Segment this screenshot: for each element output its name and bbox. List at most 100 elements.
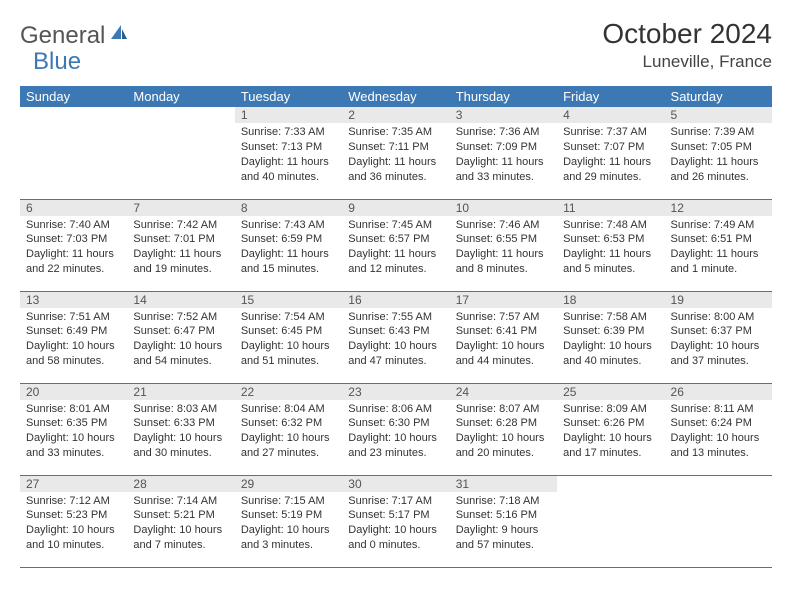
day-body: Sunrise: 7:39 AMSunset: 7:05 PMDaylight:… xyxy=(665,123,772,188)
calendar-cell: 3Sunrise: 7:36 AMSunset: 7:09 PMDaylight… xyxy=(450,107,557,199)
brand-text-b: Blue xyxy=(33,48,81,76)
calendar-cell: 13Sunrise: 7:51 AMSunset: 6:49 PMDayligh… xyxy=(20,291,127,383)
day-body: Sunrise: 8:00 AMSunset: 6:37 PMDaylight:… xyxy=(665,308,772,373)
day-number: 20 xyxy=(20,384,127,400)
day-body: Sunrise: 7:35 AMSunset: 7:11 PMDaylight:… xyxy=(342,123,449,188)
day-body: Sunrise: 7:46 AMSunset: 6:55 PMDaylight:… xyxy=(450,216,557,281)
brand-logo: General xyxy=(20,18,129,50)
day-number: 11 xyxy=(557,200,664,216)
day-body: Sunrise: 7:40 AMSunset: 7:03 PMDaylight:… xyxy=(20,216,127,281)
sail-icon xyxy=(109,22,129,50)
calendar-cell: 17Sunrise: 7:57 AMSunset: 6:41 PMDayligh… xyxy=(450,291,557,383)
day-body: Sunrise: 8:11 AMSunset: 6:24 PMDaylight:… xyxy=(665,400,772,465)
month-title: October 2024 xyxy=(602,18,772,50)
day-number: 22 xyxy=(235,384,342,400)
weekday-header: Monday xyxy=(127,86,234,107)
day-number: 7 xyxy=(127,200,234,216)
calendar-week-row: 13Sunrise: 7:51 AMSunset: 6:49 PMDayligh… xyxy=(20,291,772,383)
calendar-cell: 29Sunrise: 7:15 AMSunset: 5:19 PMDayligh… xyxy=(235,475,342,567)
day-number: 24 xyxy=(450,384,557,400)
weekday-header: Tuesday xyxy=(235,86,342,107)
day-number: 19 xyxy=(665,292,772,308)
day-number: 27 xyxy=(20,476,127,492)
calendar-cell: 4Sunrise: 7:37 AMSunset: 7:07 PMDaylight… xyxy=(557,107,664,199)
day-body: Sunrise: 7:54 AMSunset: 6:45 PMDaylight:… xyxy=(235,308,342,373)
day-number: 5 xyxy=(665,107,772,123)
day-number: 28 xyxy=(127,476,234,492)
header: General October 2024 Luneville, France xyxy=(20,18,772,72)
day-number: 12 xyxy=(665,200,772,216)
day-body: Sunrise: 7:43 AMSunset: 6:59 PMDaylight:… xyxy=(235,216,342,281)
day-number: 23 xyxy=(342,384,449,400)
day-body: Sunrise: 7:33 AMSunset: 7:13 PMDaylight:… xyxy=(235,123,342,188)
day-number: 8 xyxy=(235,200,342,216)
calendar-body: .... 1Sunrise: 7:33 AMSunset: 7:13 PMDayl… xyxy=(20,107,772,567)
calendar-cell: 31Sunrise: 7:18 AMSunset: 5:16 PMDayligh… xyxy=(450,475,557,567)
day-number: 18 xyxy=(557,292,664,308)
weekday-row: SundayMondayTuesdayWednesdayThursdayFrid… xyxy=(20,86,772,107)
calendar-cell: 28Sunrise: 7:14 AMSunset: 5:21 PMDayligh… xyxy=(127,475,234,567)
day-number: 26 xyxy=(665,384,772,400)
day-number: 16 xyxy=(342,292,449,308)
calendar-week-row: 6Sunrise: 7:40 AMSunset: 7:03 PMDaylight… xyxy=(20,199,772,291)
calendar-cell: .. xyxy=(20,107,127,199)
calendar-cell: 22Sunrise: 8:04 AMSunset: 6:32 PMDayligh… xyxy=(235,383,342,475)
day-number: 6 xyxy=(20,200,127,216)
calendar-week-row: 20Sunrise: 8:01 AMSunset: 6:35 PMDayligh… xyxy=(20,383,772,475)
calendar-cell: 25Sunrise: 8:09 AMSunset: 6:26 PMDayligh… xyxy=(557,383,664,475)
calendar-cell: 24Sunrise: 8:07 AMSunset: 6:28 PMDayligh… xyxy=(450,383,557,475)
day-number: 9 xyxy=(342,200,449,216)
calendar-cell: 26Sunrise: 8:11 AMSunset: 6:24 PMDayligh… xyxy=(665,383,772,475)
calendar-cell: 23Sunrise: 8:06 AMSunset: 6:30 PMDayligh… xyxy=(342,383,449,475)
day-body: Sunrise: 7:17 AMSunset: 5:17 PMDaylight:… xyxy=(342,492,449,557)
day-number: 14 xyxy=(127,292,234,308)
day-number: 10 xyxy=(450,200,557,216)
day-body: Sunrise: 7:37 AMSunset: 7:07 PMDaylight:… xyxy=(557,123,664,188)
day-number: 17 xyxy=(450,292,557,308)
calendar-cell: 11Sunrise: 7:48 AMSunset: 6:53 PMDayligh… xyxy=(557,199,664,291)
weekday-header: Sunday xyxy=(20,86,127,107)
day-body: Sunrise: 7:48 AMSunset: 6:53 PMDaylight:… xyxy=(557,216,664,281)
day-body: Sunrise: 7:42 AMSunset: 7:01 PMDaylight:… xyxy=(127,216,234,281)
calendar-cell: 20Sunrise: 8:01 AMSunset: 6:35 PMDayligh… xyxy=(20,383,127,475)
calendar-cell: 18Sunrise: 7:58 AMSunset: 6:39 PMDayligh… xyxy=(557,291,664,383)
calendar-cell: .. xyxy=(665,475,772,567)
calendar-cell: 30Sunrise: 7:17 AMSunset: 5:17 PMDayligh… xyxy=(342,475,449,567)
day-body: Sunrise: 7:45 AMSunset: 6:57 PMDaylight:… xyxy=(342,216,449,281)
day-body: Sunrise: 7:52 AMSunset: 6:47 PMDaylight:… xyxy=(127,308,234,373)
day-number: 1 xyxy=(235,107,342,123)
calendar-cell: 2Sunrise: 7:35 AMSunset: 7:11 PMDaylight… xyxy=(342,107,449,199)
calendar-cell: .. xyxy=(557,475,664,567)
day-body: Sunrise: 7:49 AMSunset: 6:51 PMDaylight:… xyxy=(665,216,772,281)
calendar-cell: 10Sunrise: 7:46 AMSunset: 6:55 PMDayligh… xyxy=(450,199,557,291)
calendar-cell: 27Sunrise: 7:12 AMSunset: 5:23 PMDayligh… xyxy=(20,475,127,567)
weekday-header: Saturday xyxy=(665,86,772,107)
calendar-cell: 12Sunrise: 7:49 AMSunset: 6:51 PMDayligh… xyxy=(665,199,772,291)
brand-text-a: General xyxy=(20,22,105,50)
calendar-cell: 7Sunrise: 7:42 AMSunset: 7:01 PMDaylight… xyxy=(127,199,234,291)
weekday-header: Wednesday xyxy=(342,86,449,107)
calendar-cell: 8Sunrise: 7:43 AMSunset: 6:59 PMDaylight… xyxy=(235,199,342,291)
day-body: Sunrise: 8:03 AMSunset: 6:33 PMDaylight:… xyxy=(127,400,234,465)
day-body: Sunrise: 7:15 AMSunset: 5:19 PMDaylight:… xyxy=(235,492,342,557)
day-body: Sunrise: 8:07 AMSunset: 6:28 PMDaylight:… xyxy=(450,400,557,465)
day-body: Sunrise: 7:57 AMSunset: 6:41 PMDaylight:… xyxy=(450,308,557,373)
day-number: 2 xyxy=(342,107,449,123)
calendar-table: SundayMondayTuesdayWednesdayThursdayFrid… xyxy=(20,86,772,568)
calendar-cell: 15Sunrise: 7:54 AMSunset: 6:45 PMDayligh… xyxy=(235,291,342,383)
title-block: October 2024 Luneville, France xyxy=(602,18,772,72)
day-body: Sunrise: 7:36 AMSunset: 7:09 PMDaylight:… xyxy=(450,123,557,188)
day-number: 13 xyxy=(20,292,127,308)
day-number: 25 xyxy=(557,384,664,400)
calendar-week-row: ....1Sunrise: 7:33 AMSunset: 7:13 PMDayl… xyxy=(20,107,772,199)
day-number: 21 xyxy=(127,384,234,400)
day-number: 30 xyxy=(342,476,449,492)
calendar-cell: 9Sunrise: 7:45 AMSunset: 6:57 PMDaylight… xyxy=(342,199,449,291)
calendar-cell: 5Sunrise: 7:39 AMSunset: 7:05 PMDaylight… xyxy=(665,107,772,199)
weekday-header: Friday xyxy=(557,86,664,107)
calendar-cell: 1Sunrise: 7:33 AMSunset: 7:13 PMDaylight… xyxy=(235,107,342,199)
day-body: Sunrise: 7:14 AMSunset: 5:21 PMDaylight:… xyxy=(127,492,234,557)
day-body: Sunrise: 7:18 AMSunset: 5:16 PMDaylight:… xyxy=(450,492,557,557)
weekday-header: Thursday xyxy=(450,86,557,107)
calendar-cell: 19Sunrise: 8:00 AMSunset: 6:37 PMDayligh… xyxy=(665,291,772,383)
